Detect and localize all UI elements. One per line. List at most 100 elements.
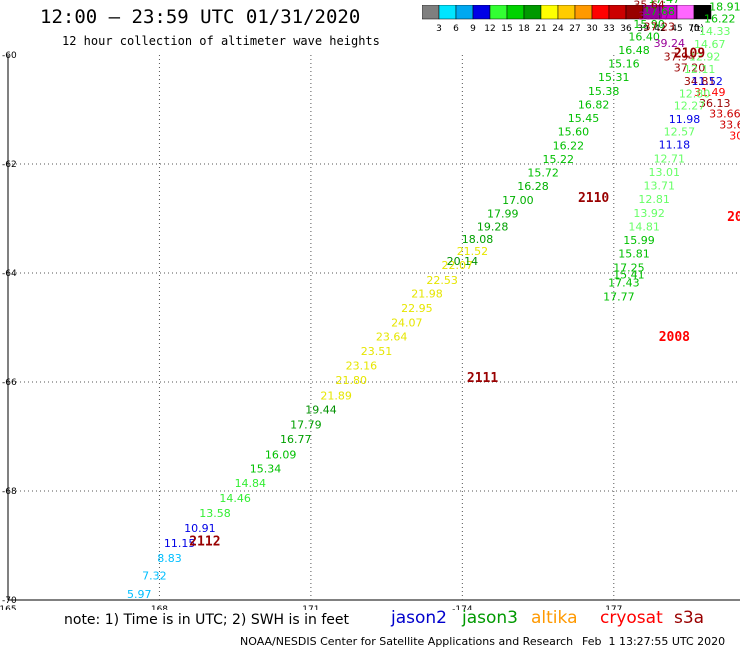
wave-height-value: 16.77 [280,433,312,446]
wave-height-value: 15.90 [633,18,665,31]
wave-height-value: 15.31 [598,71,630,84]
wave-height-value: 16.48 [618,44,650,57]
x-tick-label: 171 [302,605,319,610]
chart-plot-area: 165 168 171 -174 177 -60 -62 -64 -66 -68 -70 5.97 7.… [0,0,740,610]
wave-height-value: 22.53 [426,274,458,287]
legend-sat-altika: altika [531,608,578,628]
wave-height-value: 19.28 [477,220,509,233]
pass-number-label: 2110 [578,191,609,206]
wave-height-value: 12.57 [664,126,696,139]
wave-height-value: 16.28 [517,180,549,193]
wave-height-value: 14.33 [699,25,731,38]
y-tick-label: -66 [2,378,17,388]
wave-height-value: 24.07 [391,316,423,329]
wave-height-value: 12.81 [638,193,670,206]
y-tick-label: -68 [2,487,17,497]
wave-height-value: 22.95 [401,302,433,315]
wave-height-value: 13.01 [649,166,681,179]
legend-tick-label: 27 [569,24,580,34]
wave-height-value: 14.84 [235,477,267,490]
legend-tick-label: 70 [688,24,700,34]
wave-height-value: 12.27 [674,100,706,113]
pass-number-label: 2112 [189,535,220,550]
wave-height-value: 15.81 [618,248,650,261]
wave-height-value: 15.16 [608,58,640,71]
legend-tick-label: 12 [484,24,495,34]
wave-height-value: 39.07 [638,10,670,23]
wave-height-value: 17.68 [643,5,675,18]
wave-height-value: 37.94 [664,50,696,63]
wave-height-value: 16.22 [704,12,736,25]
wave-height-value: 33.64 [719,119,740,132]
footer-credit: NOAA/NESDIS Center for Satellite Applica… [240,635,574,648]
legend-tick-label: 3 [436,24,442,34]
legend-tick-label: 6 [453,24,459,34]
legend-tick-label: 18 [518,24,530,34]
units-note: note: 1) Time is in UTC; 2) SWH is in fe… [64,612,350,628]
wave-height-value: 15.45 [568,112,600,125]
x-tick-label: 177 [605,605,622,610]
wave-height-value: 21.52 [457,245,489,258]
y-tick-label: -62 [2,160,17,170]
wave-height-value: 12.80 [679,88,711,101]
wave-height-value: 14.46 [219,492,251,505]
legend-sat-cryosat: cryosat [600,608,663,628]
wave-height-value: 17.00 [502,194,534,207]
wave-height-value: 23.64 [376,331,408,344]
wave-height-value: 17.25 [613,261,645,274]
wave-height-value: 14.67 [694,38,726,51]
wave-height-value: 11.18 [659,139,691,152]
wave-height-value: 17.43 [608,277,640,290]
wave-height-value: 7.32 [142,569,167,582]
wave-height-value: 18.7 [713,0,738,1]
wave-height-value: 16.22 [553,139,585,152]
wave-height-value: 37.23 [643,20,675,33]
wave-height-value: 22.07 [442,259,474,272]
wave-height-value: 5.97 [127,588,152,601]
wave-height-value: 10.91 [184,522,216,535]
wave-height-value: 8.83 [157,552,182,565]
wave-height-value: 17.99 [487,207,519,220]
wave-height-value: 19.44 [305,404,337,417]
x-tick-label: 165 [0,605,17,610]
footer-timestamp: Feb 1 13:27:55 UTC 2020 [582,635,726,648]
wave-height-value: 35.64 [633,0,665,12]
legend-tick-label: 36 [620,24,632,34]
legend-tick-label: 24 [552,24,564,34]
wave-height-value: 15.34 [250,462,282,475]
wave-height-value: 15.38 [588,85,620,98]
legend-tick-label: 21 [535,24,546,34]
wave-height-value: 41.25 [628,0,660,1]
wave-height-value: 37.20 [674,61,706,74]
legend-tick-label: 33 [603,24,614,34]
wave-height-value: 17.77 [603,290,635,303]
wave-height-value: 33.66 [709,108,740,121]
wave-height-value: 13.92 [633,207,665,220]
wave-height-value: 36.13 [699,97,731,110]
wave-height-value: 31.49 [694,86,726,99]
wave-height-value: 11.98 [669,113,701,126]
wave-height-value: 15.60 [558,126,590,139]
wave-height-value: 12.11 [684,63,716,76]
wave-height-value: 15.99 [623,234,655,247]
legend-tick-label: 30 [586,24,598,34]
wave-height-value: 21.89 [320,389,352,402]
wave-height-value: 16.09 [265,448,297,461]
legend-tick-label: 45 [671,24,682,34]
pass-number-label: 20 [727,210,740,225]
page-subtitle: 12 hour collection of altimeter wave hei… [62,34,380,48]
wave-height-value: 20.14 [447,255,479,268]
wave-height-value: 11.52 [691,75,723,88]
pass-number-label: 2111 [467,371,498,386]
wave-height-value: 13.71 [643,180,675,193]
wave-height-value: 13.58 [199,507,231,520]
wave-height-value: 15.72 [527,167,559,180]
legend-sat-s3a: s3a [674,608,705,628]
wave-height-value: 18.08 [462,233,494,246]
legend-swatch [693,5,712,20]
wave-height-value: 16.82 [578,98,610,111]
wave-height-value: 11.15 [164,537,196,550]
wave-height-value: 17.79 [290,418,322,431]
legend-tick-label: 9 [470,24,476,34]
legend-tick-label: 39 [637,24,649,34]
